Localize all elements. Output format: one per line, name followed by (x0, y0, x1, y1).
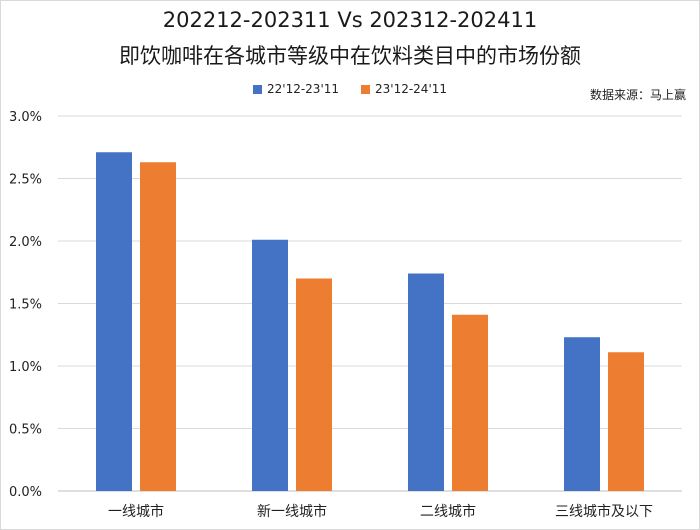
legend-label-series2: 23'12-24'11 (375, 82, 448, 96)
x-category-label: 一线城市 (108, 503, 164, 520)
y-tick-label: 2.5% (9, 173, 42, 188)
bar-series2 (608, 352, 644, 491)
legend: 22'12-23'11 23'12-24'11 (0, 82, 700, 100)
source-note: 数据来源：马上赢 (589, 88, 686, 102)
legend-item-series1: 22'12-23'11 (253, 82, 339, 96)
bar-series1 (252, 239, 288, 491)
y-tick-label: 0.5% (9, 423, 42, 438)
bar-series1 (96, 152, 132, 491)
chart-title: 202212-202311 Vs 202312-202411 (162, 8, 538, 32)
legend-swatch-series1 (253, 84, 262, 94)
x-category-label: 新一线城市 (257, 503, 327, 520)
bar-series2 (452, 314, 488, 491)
x-category-label: 三线城市及以下 (555, 503, 653, 520)
chart-subtitle: 即饮咖啡在各城市等级中在饮料类目中的市场份额 (119, 44, 581, 68)
bar-series2 (296, 278, 332, 491)
x-category-label: 二线城市 (420, 503, 476, 520)
y-tick-label: 1.0% (9, 360, 42, 375)
y-tick-label: 1.5% (9, 298, 42, 313)
legend-swatch-series2 (361, 84, 370, 94)
bar-series1 (564, 337, 600, 491)
legend-item-series2: 23'12-24'11 (361, 82, 447, 96)
bar-series1 (408, 273, 444, 491)
legend-label-series1: 22'12-23'11 (267, 82, 340, 96)
bar-series2 (140, 162, 176, 491)
y-tick-label: 2.0% (9, 235, 42, 250)
y-tick-label: 3.0% (9, 110, 42, 125)
y-tick-label: 0.0% (9, 485, 42, 500)
